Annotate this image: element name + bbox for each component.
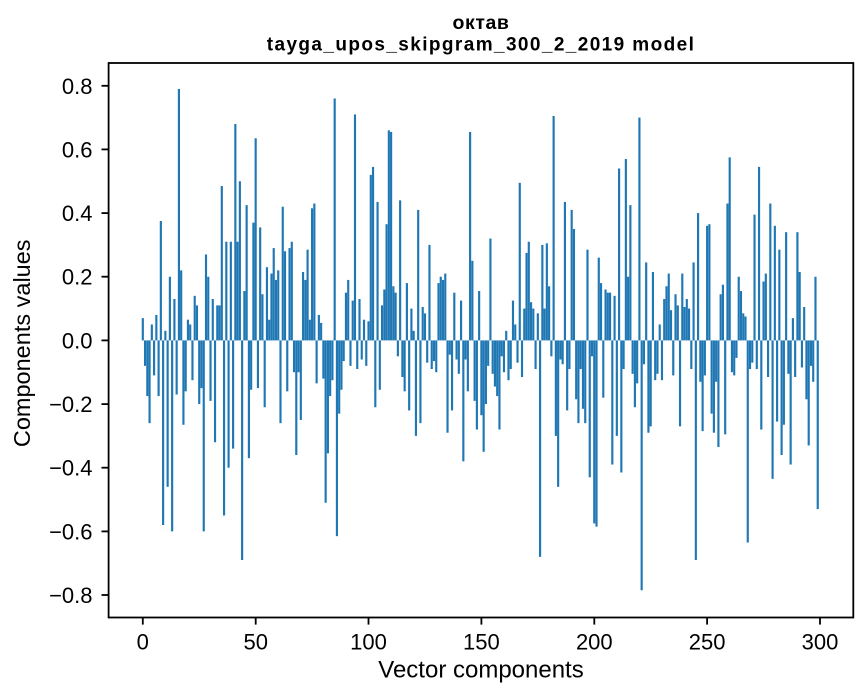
svg-text:300: 300 — [802, 629, 839, 654]
svg-text:Vector components: Vector components — [378, 657, 583, 684]
svg-text:150: 150 — [463, 629, 500, 654]
svg-text:200: 200 — [576, 629, 613, 654]
svg-text:0.8: 0.8 — [62, 74, 93, 99]
svg-text:−0.2: −0.2 — [49, 392, 92, 417]
svg-text:−0.8: −0.8 — [49, 583, 92, 608]
svg-text:0.2: 0.2 — [62, 265, 93, 290]
svg-text:0.4: 0.4 — [62, 201, 93, 226]
svg-text:0: 0 — [137, 629, 149, 654]
svg-text:50: 50 — [243, 629, 267, 654]
svg-text:−0.6: −0.6 — [49, 519, 92, 544]
svg-text:100: 100 — [350, 629, 387, 654]
svg-text:250: 250 — [689, 629, 726, 654]
svg-text:0.6: 0.6 — [62, 137, 93, 162]
svg-text:tayga_upos_skipgram_300_2_2019: tayga_upos_skipgram_300_2_2019 model — [267, 35, 696, 56]
svg-text:0.0: 0.0 — [62, 328, 93, 353]
svg-text:Components values: Components values — [9, 239, 35, 447]
svg-text:октав: октав — [452, 12, 509, 34]
svg-text:−0.4: −0.4 — [49, 456, 92, 481]
